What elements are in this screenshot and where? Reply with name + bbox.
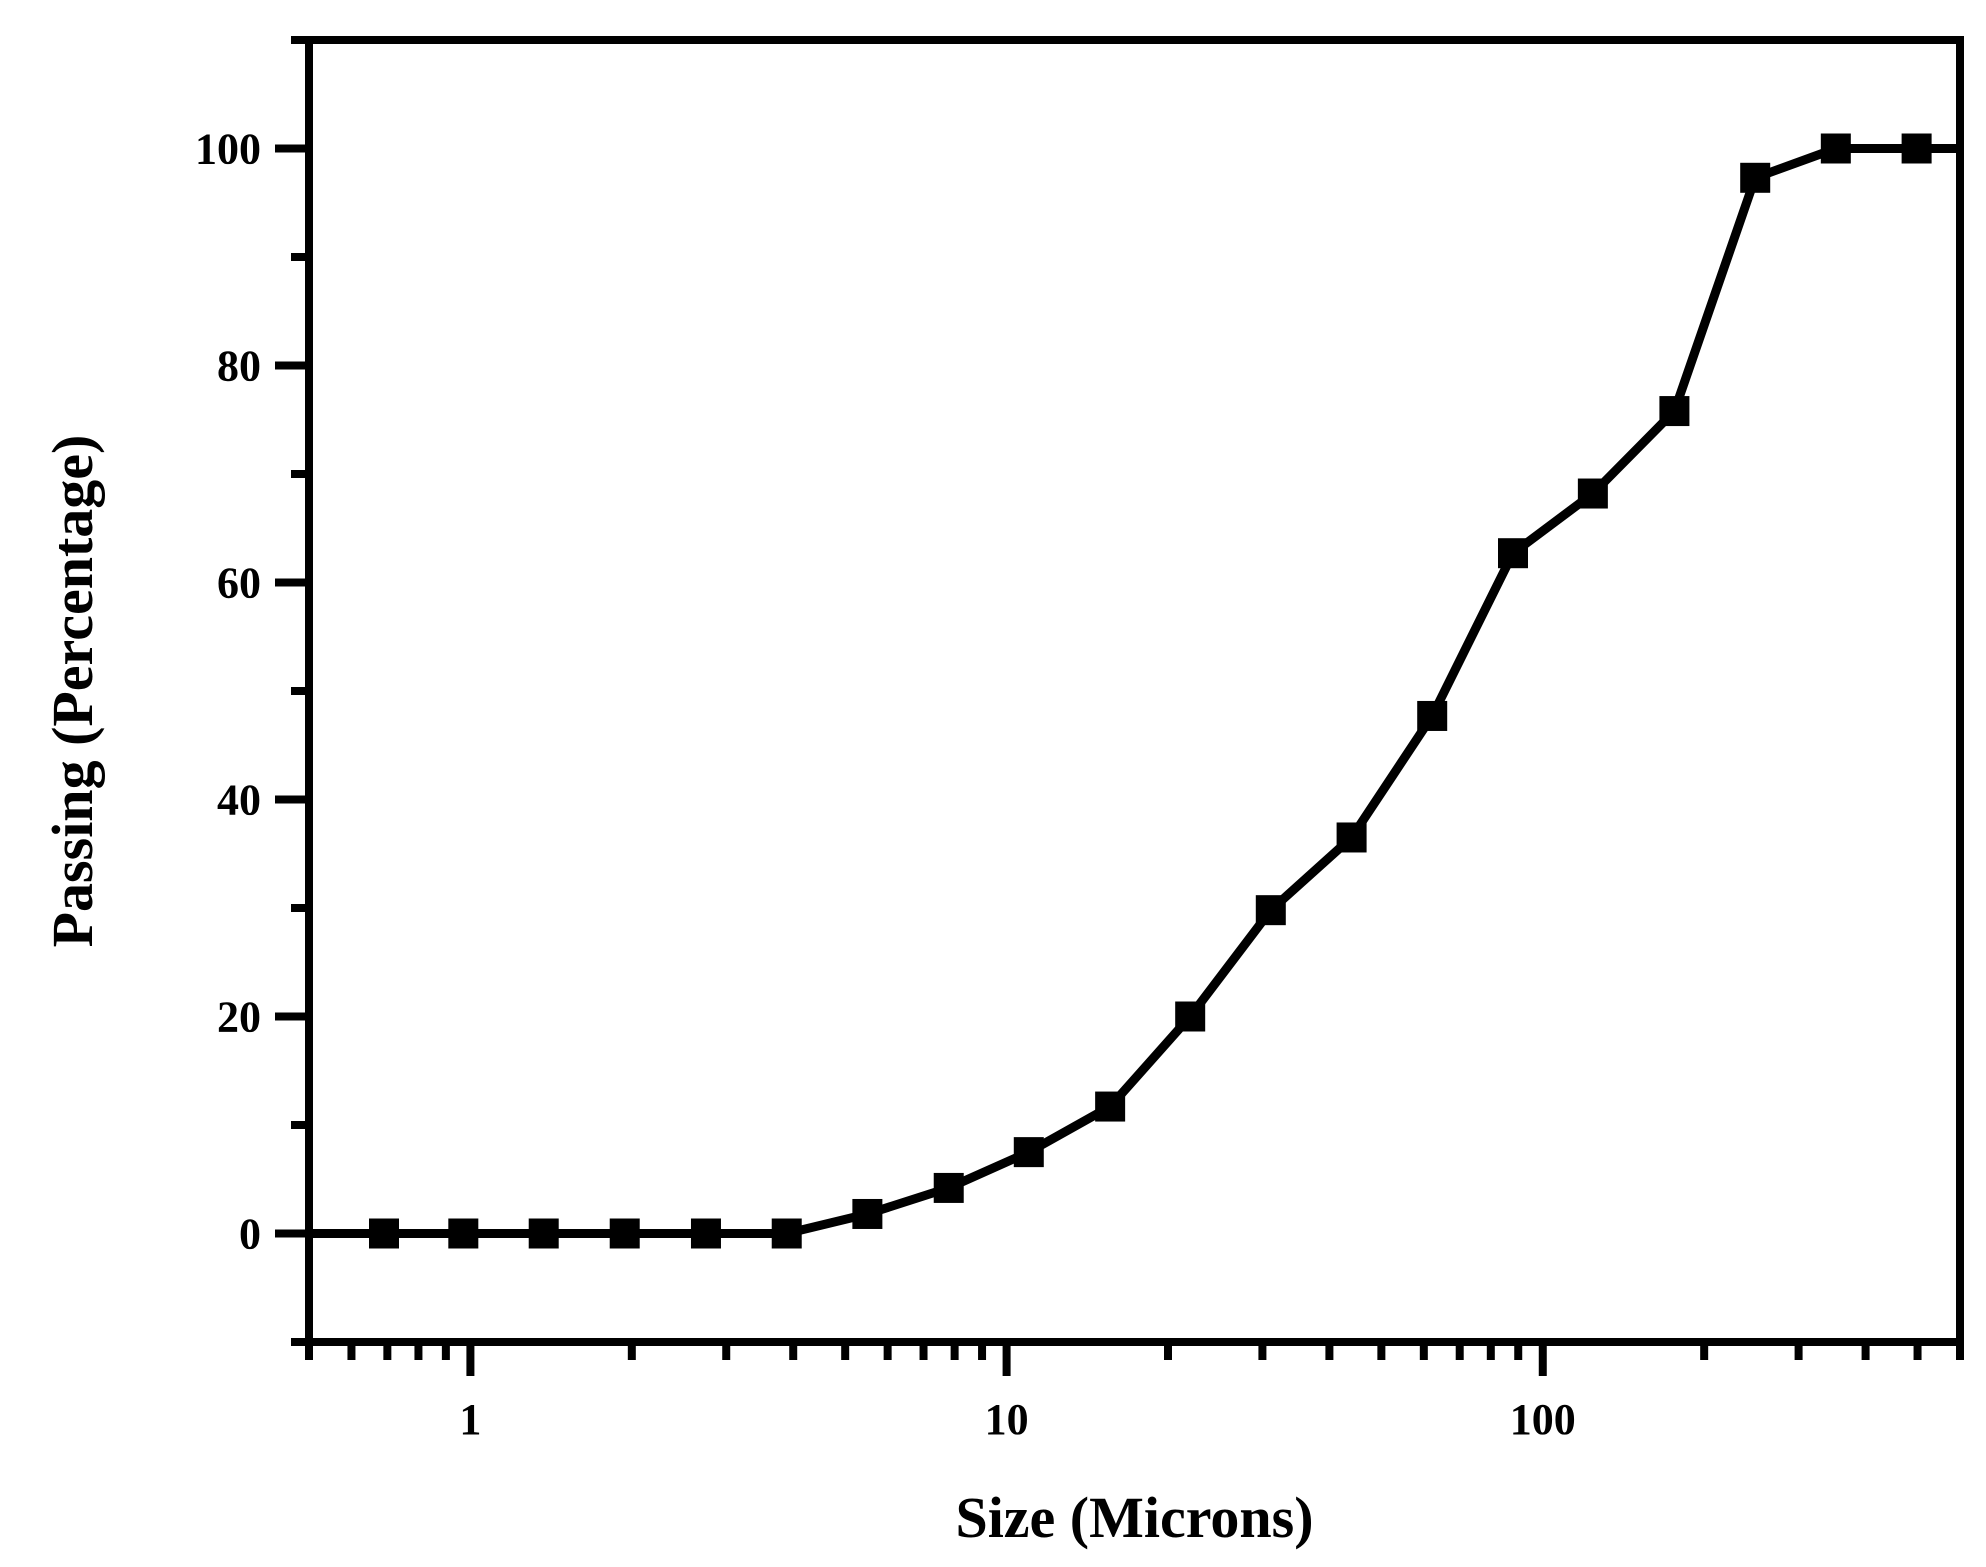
data-point xyxy=(690,1218,721,1249)
data-point xyxy=(1577,478,1608,509)
data-point xyxy=(1255,895,1286,926)
y-tick-label: 40 xyxy=(217,776,261,825)
data-point xyxy=(1095,1091,1126,1122)
x-tick-label: 100 xyxy=(1510,1395,1576,1444)
data-point xyxy=(1417,700,1448,731)
data-point xyxy=(528,1218,559,1249)
data-point xyxy=(448,1218,479,1249)
data-point xyxy=(771,1218,802,1249)
y-tick-label: 60 xyxy=(217,559,261,608)
data-point xyxy=(369,1218,400,1249)
data-point xyxy=(852,1198,883,1229)
series-line xyxy=(309,144,1960,1238)
data-point xyxy=(1659,396,1690,427)
y-tick-label: 80 xyxy=(217,342,261,391)
x-tick-label: 10 xyxy=(985,1395,1029,1444)
x-axis-title: Size (Microns) xyxy=(955,1485,1313,1550)
plot-frame xyxy=(305,36,1964,1346)
data-point xyxy=(1820,133,1851,164)
x-tick-label: 1 xyxy=(459,1395,481,1444)
data-point xyxy=(1901,133,1932,164)
data-point xyxy=(1498,538,1529,569)
y-tick-label: 20 xyxy=(217,993,261,1042)
y-tick-label: 0 xyxy=(239,1210,261,1259)
y-tick-label: 100 xyxy=(195,125,261,174)
data-point xyxy=(1175,1001,1206,1032)
data-point xyxy=(933,1172,964,1203)
data-point xyxy=(609,1218,640,1249)
data-point xyxy=(1336,822,1367,853)
x-axis-ticks: 1 10 100 xyxy=(305,1342,1964,1444)
data-point xyxy=(1013,1137,1044,1168)
y-axis-ticks: 0 20 40 60 80 100 xyxy=(195,36,309,1346)
series-layer xyxy=(309,133,1960,1249)
data-point xyxy=(1740,162,1771,193)
y-axis-title: Passing (Percentage) xyxy=(40,435,105,948)
